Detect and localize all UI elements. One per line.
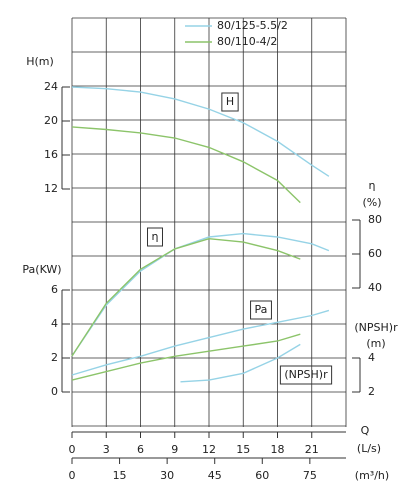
y-axis-unit: (m): [366, 337, 385, 350]
curve-label: Pa: [250, 300, 272, 320]
curve-label-box: [147, 227, 163, 247]
x-tick-label: 21: [305, 443, 319, 456]
curve-label-text: H: [226, 95, 234, 108]
x2-tick-label: 15: [113, 469, 127, 482]
y-axis-unit: (%): [362, 196, 381, 209]
x-axis-unit: (L/s): [357, 442, 381, 455]
y-tick-label: 0: [51, 385, 58, 398]
curve: [71, 237, 301, 357]
legend-label: 80/110-4/2: [217, 35, 277, 48]
x-tick-label: 3: [103, 443, 110, 456]
x-tick-label: 15: [236, 443, 250, 456]
y-tick-label: 16: [44, 148, 58, 161]
curve: [71, 86, 330, 177]
legend-label: 80/125-5.5/2: [217, 19, 288, 32]
y-tick-label: 4: [368, 351, 375, 364]
x-tick-label: 12: [202, 443, 216, 456]
x2-tick-label: 75: [303, 469, 317, 482]
x2-tick-label: 60: [255, 469, 269, 482]
x-axis-title: Q: [361, 424, 370, 437]
curve: [71, 126, 301, 204]
y-tick-label: 60: [368, 247, 382, 260]
y-tick-label: 12: [44, 182, 58, 195]
x2-tick-label: 0: [69, 469, 76, 482]
curve-label-text: (NPSH)r: [284, 368, 328, 381]
x-tick-label: 6: [137, 443, 144, 456]
curve-label-text: η: [152, 230, 159, 243]
y-axis-title: Pa(KW): [22, 263, 61, 276]
x2-axis-title: (m³/h): [355, 469, 389, 482]
curve: [71, 309, 330, 376]
y-axis-title: (NPSH)r: [354, 321, 398, 334]
curve-label: η: [147, 227, 163, 247]
curve-label: H: [221, 92, 239, 112]
x-tick-label: 0: [69, 443, 76, 456]
curve-label-text: Pa: [255, 303, 268, 316]
y-axis-title: η: [369, 179, 376, 192]
y-tick-label: 80: [368, 213, 382, 226]
y-axis-title: H(m): [26, 55, 54, 68]
y-tick-label: 20: [44, 114, 58, 127]
curve: [71, 333, 301, 381]
x-tick-label: 18: [271, 443, 285, 456]
y-tick-label: 2: [51, 351, 58, 364]
x-tick-label: 9: [171, 443, 178, 456]
x2-tick-label: 30: [160, 469, 174, 482]
curve-label-box: [279, 365, 333, 385]
curve-label: (NPSH)r: [279, 365, 333, 385]
curve-label-box: [250, 300, 272, 320]
curve-label-box: [221, 92, 239, 112]
x2-tick-label: 45: [208, 469, 222, 482]
y-tick-label: 24: [44, 80, 58, 93]
y-tick-label: 2: [368, 385, 375, 398]
y-tick-label: 6: [51, 283, 58, 296]
y-tick-label: 4: [51, 317, 58, 330]
curve: [180, 343, 301, 383]
curve: [71, 232, 330, 357]
y-tick-label: 40: [368, 281, 382, 294]
